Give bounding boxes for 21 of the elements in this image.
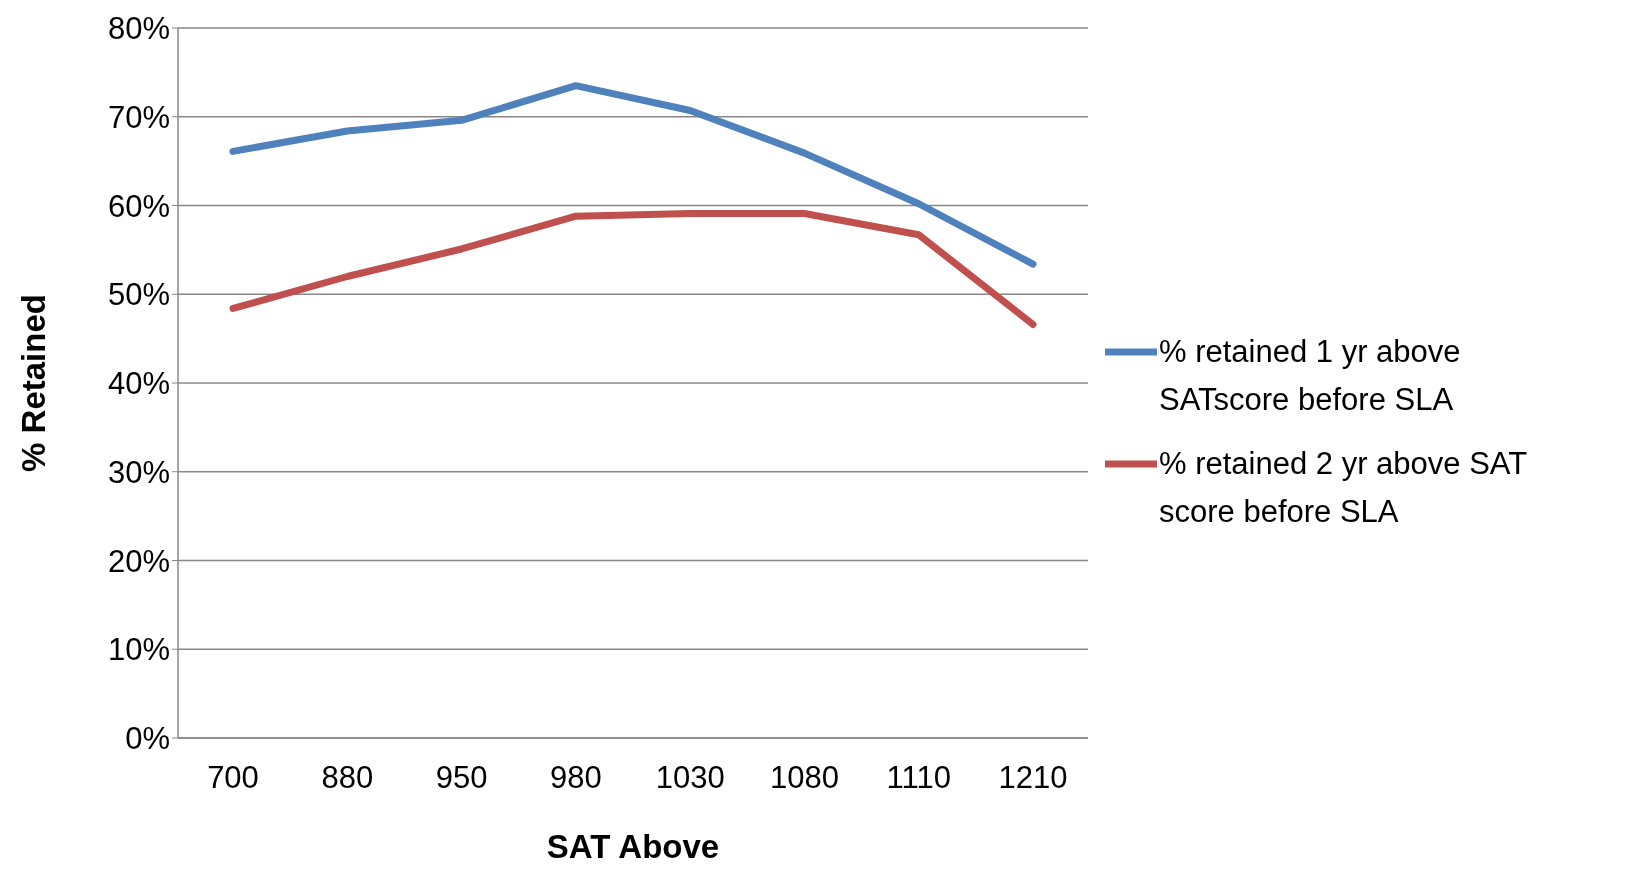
- y-tick-label: 0%: [125, 721, 170, 757]
- y-tick-label: 30%: [107, 454, 170, 490]
- x-tick-label: 950: [435, 760, 488, 796]
- legend-label: % retained 2 yr above SAT score before SLA: [1159, 445, 1528, 531]
- y-tick-label: 80%: [107, 11, 170, 47]
- legend-label: % retained 1 yr above SATscore before SLA: [1159, 333, 1462, 419]
- y-axis-title: % Retained: [14, 294, 52, 472]
- x-tick-label: 1030: [655, 760, 725, 796]
- x-tick-label: 1080: [769, 760, 839, 796]
- y-tick-label: 10%: [107, 632, 170, 668]
- y-tick-label: 50%: [107, 277, 170, 313]
- x-tick-label: 700: [207, 760, 259, 796]
- x-axis-title: SAT Above: [546, 828, 720, 865]
- x-tick-label: 880: [321, 760, 374, 796]
- x-tick-label: 1110: [886, 760, 951, 796]
- y-tick-label: 60%: [107, 188, 170, 224]
- x-tick-label: 980: [549, 760, 602, 796]
- x-tick-label: 1210: [998, 760, 1068, 796]
- y-tick-label: 40%: [107, 366, 170, 402]
- y-tick-label: 70%: [107, 99, 170, 135]
- y-tick-label: 20%: [107, 543, 170, 579]
